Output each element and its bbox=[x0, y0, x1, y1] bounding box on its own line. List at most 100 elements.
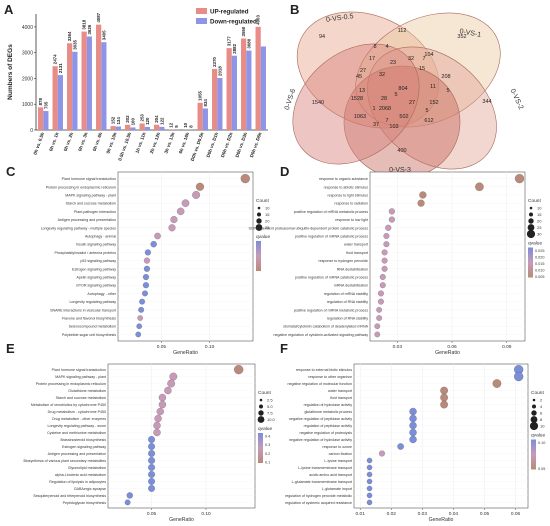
data-label-down: 2131 bbox=[58, 63, 63, 73]
dot-point bbox=[375, 324, 380, 329]
legend-q-label: 0.020 bbox=[535, 256, 545, 260]
term-label: Drug metabolism - other enzymes bbox=[52, 417, 106, 421]
legend-count-label: 20 bbox=[537, 219, 542, 224]
term-label: acidic amino acid transport bbox=[309, 473, 352, 477]
term-label: Estrogen signaling pathway bbox=[62, 445, 106, 449]
data-label-up: 3364 bbox=[67, 31, 72, 41]
dot-point bbox=[241, 174, 250, 183]
bar-down bbox=[203, 109, 208, 130]
legend-count-title: Count bbox=[531, 390, 544, 396]
legend-count-dot bbox=[256, 218, 261, 223]
dot-point bbox=[137, 324, 142, 329]
dot-point bbox=[148, 436, 155, 443]
dot-point bbox=[169, 224, 176, 231]
data-label-up: 2474 bbox=[53, 54, 58, 64]
term-label: p53 signaling pathway bbox=[80, 259, 116, 263]
legend-q-colorbar bbox=[258, 433, 263, 463]
term-label: response to other organism bbox=[308, 375, 352, 379]
data-label-down: 2018 bbox=[217, 66, 222, 76]
term-label: L-glutamate import bbox=[322, 487, 352, 491]
term-label: Insulin signaling pathway bbox=[76, 243, 116, 247]
term-label: L-lysine transport bbox=[324, 459, 352, 463]
plot-frame bbox=[108, 364, 255, 508]
dot-point bbox=[148, 478, 155, 485]
x-axis-label: GeneRatio bbox=[435, 350, 460, 356]
venn-region-count: 27 bbox=[409, 100, 415, 106]
x-tick-label: 0h vs. 1h bbox=[48, 131, 59, 151]
dot-point bbox=[139, 299, 145, 305]
dot-point bbox=[440, 394, 447, 401]
dot-point bbox=[143, 282, 149, 288]
term-label: fluid transport bbox=[346, 251, 368, 255]
x-tick-label: D0h vs. D6h bbox=[249, 131, 263, 158]
y-tick-label: 3000 bbox=[22, 51, 33, 57]
dot-point bbox=[382, 266, 388, 272]
x-tick-label: 0h vs. 0.5h bbox=[32, 131, 45, 155]
dot-point bbox=[151, 241, 157, 247]
legend-count-label: 15 bbox=[537, 212, 542, 217]
term-label: response to ozone bbox=[322, 445, 352, 449]
term-label: negative regulation of molecular functio… bbox=[287, 382, 352, 386]
plot-frame bbox=[354, 364, 528, 508]
term-label: Starch and sucrose metabolism bbox=[66, 202, 116, 206]
legend-count-label: 4 bbox=[540, 404, 543, 409]
bar-down bbox=[58, 75, 63, 130]
term-label: Protein processing in endoplasmic reticu… bbox=[36, 382, 106, 386]
bar-up bbox=[53, 66, 58, 130]
term-label: RNA destabilization bbox=[337, 267, 368, 271]
term-label: negative regulation of cytokinin-activat… bbox=[274, 333, 369, 337]
term-label: Longevity regulating pathway - multiple … bbox=[41, 226, 117, 230]
x-axis-label: GeneRatio bbox=[173, 350, 198, 356]
venn-region-count: 5 bbox=[446, 88, 449, 94]
x-tick-label: 0.05 bbox=[480, 511, 490, 517]
term-label: SNARE interactions in vesicular transpor… bbox=[50, 308, 116, 312]
dot-point bbox=[144, 266, 150, 272]
term-label: response to low light bbox=[335, 218, 368, 222]
term-label: water transport bbox=[344, 243, 368, 247]
venn-region-count: 8 bbox=[373, 44, 376, 50]
term-label: fluid transport bbox=[330, 396, 352, 400]
term-label: positive regulation of mRNA catabolic pr… bbox=[295, 234, 368, 238]
dot-point bbox=[167, 380, 175, 388]
term-label: response to external biotic stimulus bbox=[296, 368, 352, 372]
venn-region-count: 208 bbox=[441, 74, 450, 80]
data-label-down: 122 bbox=[159, 117, 164, 125]
venn-region-count: 32 bbox=[379, 72, 385, 78]
plot-frame bbox=[370, 172, 525, 341]
dot-point bbox=[515, 174, 524, 183]
venn-region-count: 13 bbox=[359, 88, 365, 94]
dot-point bbox=[148, 464, 155, 471]
term-label: alpha-Linolenic acid metabolism bbox=[55, 473, 106, 477]
venn-region-count: 15 bbox=[419, 66, 425, 72]
x-tick-label: 0.05 bbox=[147, 511, 157, 517]
term-label: Flavone and flavonol biosynthesis bbox=[62, 317, 116, 321]
legend-count-label: 7.5 bbox=[267, 411, 273, 416]
term-label: Glutathione metabolism bbox=[68, 389, 106, 393]
legend-label-down: Down-regulated bbox=[210, 19, 257, 26]
term-label: SCF-dependent proteasomal ubiquitin-depe… bbox=[249, 226, 369, 230]
venn-region-count: 37 bbox=[373, 122, 379, 128]
term-label: glutathione metabolic process bbox=[304, 410, 352, 414]
dot-point bbox=[409, 429, 416, 436]
dot-point bbox=[409, 422, 416, 429]
x-tick-label: 0.03 bbox=[418, 511, 428, 517]
term-label: Plant hormone signal transduction bbox=[52, 368, 106, 372]
x-tick-label: 0h vs. 2h bbox=[63, 131, 74, 151]
dot-point bbox=[409, 436, 416, 443]
legend-q-label: 0.10 bbox=[538, 441, 545, 445]
venn-region-count: 502 bbox=[399, 114, 408, 120]
legend-count-dot bbox=[531, 410, 536, 415]
term-label: regulation of hydrolase activity bbox=[304, 403, 353, 407]
data-label-down: 134 bbox=[116, 117, 121, 125]
data-label-down: 3035 bbox=[72, 39, 77, 49]
dot-point bbox=[138, 307, 144, 313]
term-label: Starch and sucrose metabolism bbox=[56, 396, 106, 400]
venn-region-count: 7 bbox=[422, 56, 425, 62]
term-label: positive regulation of mRNA catabolic pr… bbox=[295, 276, 368, 280]
dot-point bbox=[143, 274, 149, 280]
y-axis-label: Numbers of DEGs bbox=[7, 44, 14, 100]
term-label: regulation of RNA stability bbox=[327, 317, 368, 321]
